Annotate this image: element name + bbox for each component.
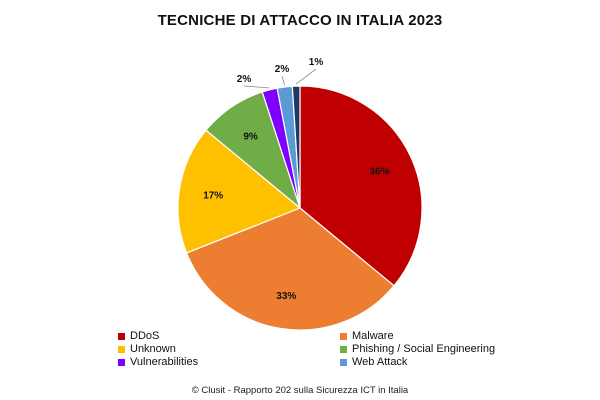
data-label-phishing-social-engineering: 9%	[243, 131, 258, 142]
legend-item-web-attack: Web Attack	[340, 355, 407, 369]
legend-swatch	[118, 345, 125, 353]
data-label-slice-6: 1%	[309, 57, 324, 68]
legend-swatch	[340, 358, 347, 366]
legend-item-ddos: DDoS	[118, 329, 159, 343]
leader-line-vulnerabilities	[243, 85, 270, 89]
leader-line-web-attack	[281, 75, 285, 86]
pie-slice-ddos	[299, 85, 423, 287]
legend-swatch	[118, 358, 125, 366]
data-label-malware: 33%	[276, 291, 296, 302]
legend-swatch	[340, 345, 347, 353]
pie-slice-malware	[185, 207, 395, 331]
pie-slice-slice-6	[291, 85, 301, 209]
leader-line-slice-6	[295, 68, 317, 85]
pie-slice-unknown	[177, 129, 302, 254]
legend-label: Phishing / Social Engineering	[352, 343, 496, 355]
legend-item-unknown: Unknown	[118, 342, 176, 356]
legend-label: Malware	[352, 330, 394, 342]
legend-label: Web Attack	[352, 356, 408, 368]
legend-item-malware: Malware	[340, 329, 394, 343]
chart-title: TECNICHE DI ATTACCO IN ITALIA 2023	[157, 12, 443, 29]
legend-label: DDoS	[130, 330, 160, 342]
data-label-vulnerabilities: 2%	[237, 74, 252, 85]
legend-label: Vulnerabilities	[130, 356, 199, 368]
legend-item-vulnerabilities: Vulnerabilities	[118, 355, 198, 369]
legend-item-phishing-social-engineering: Phishing / Social Engineering	[340, 342, 495, 356]
legend-swatch	[340, 332, 347, 340]
data-label-web-attack: 2%	[275, 64, 290, 75]
data-label-unknown: 17%	[203, 190, 223, 201]
data-label-ddos: 36%	[369, 167, 389, 178]
legend-swatch	[118, 332, 125, 340]
legend-label: Unknown	[130, 343, 176, 355]
copyright-footer: © Clusit - Rapporto 202 sulla Sicurezza …	[191, 385, 409, 396]
